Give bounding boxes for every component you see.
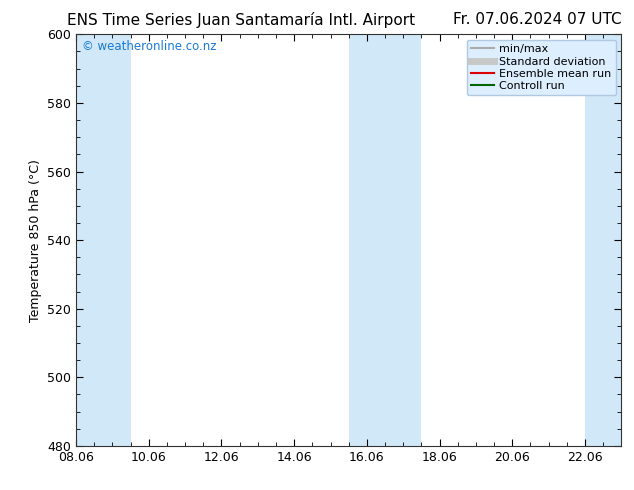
Bar <box>349 34 422 446</box>
Text: ENS Time Series Juan Santamaría Intl. Airport: ENS Time Series Juan Santamaría Intl. Ai… <box>67 12 415 28</box>
Bar <box>76 34 131 446</box>
Text: © weatheronline.co.nz: © weatheronline.co.nz <box>82 41 216 53</box>
Legend: min/max, Standard deviation, Ensemble mean run, Controll run: min/max, Standard deviation, Ensemble me… <box>467 40 616 96</box>
Bar <box>585 34 621 446</box>
Y-axis label: Temperature 850 hPa (°C): Temperature 850 hPa (°C) <box>29 159 42 321</box>
Text: Fr. 07.06.2024 07 UTC: Fr. 07.06.2024 07 UTC <box>453 12 621 27</box>
